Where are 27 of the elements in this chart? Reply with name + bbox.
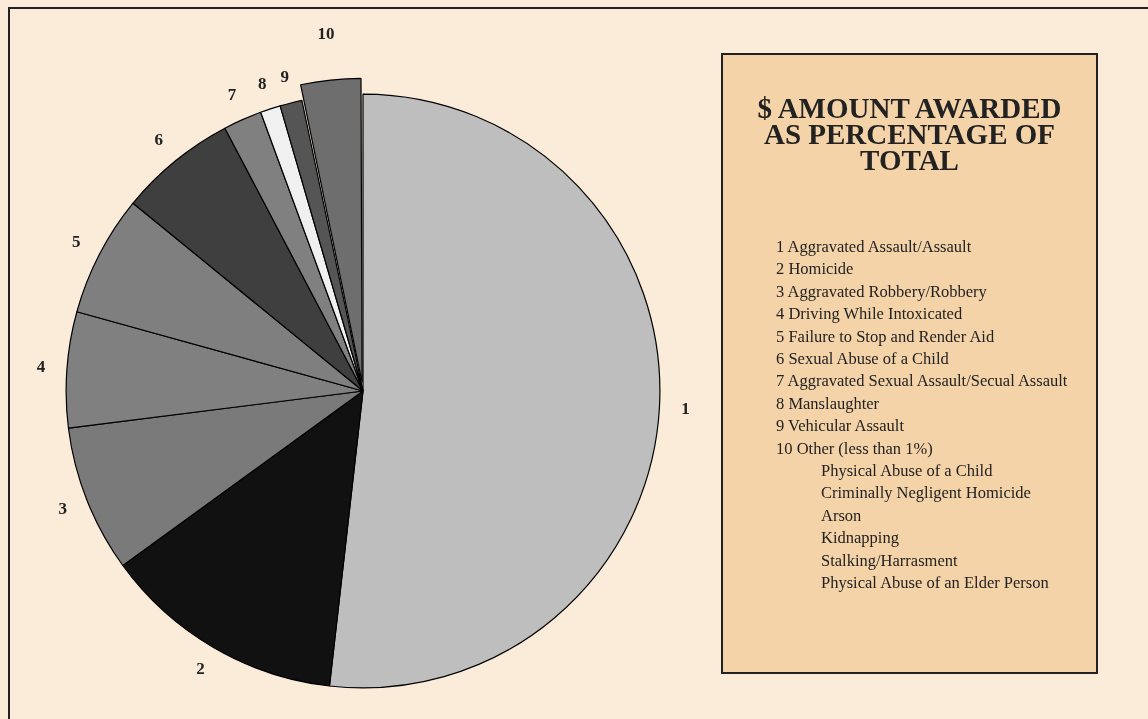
text: 3 Aggravated Robbery/Robbery [776, 280, 988, 303]
text: 8 Manslaughter [776, 392, 881, 415]
slice-label: 7 [227, 85, 237, 105]
text: Physical Abuse of a Child [820, 460, 994, 483]
text: 10 Other (less than 1%) [776, 437, 934, 460]
slice-label: 1 [681, 398, 690, 418]
text: 9 Vehicular Assault [776, 415, 905, 438]
text: 2 Homicide [776, 258, 855, 281]
text: Stalking/Harrasment [820, 549, 959, 572]
text: Criminally Negligent Homicide [820, 482, 1032, 505]
text: 6 Sexual Abuse of a Child [776, 348, 950, 371]
slice-label: 10 [317, 24, 335, 44]
text: Kidnapping [820, 527, 900, 550]
text: 5 Failure to Stop and Render Aid [776, 325, 996, 348]
text: 4 Driving While Intoxicated [776, 303, 964, 326]
slice-label: 4 [36, 357, 46, 377]
text: Arson [820, 504, 863, 527]
slice-label: 2 [196, 659, 205, 679]
slice-label: 9 [280, 67, 289, 87]
text: $ AMOUNT AWARDED AS PERCENTAGE OF TOTAL [756, 92, 1063, 176]
slice-label: 6 [154, 130, 163, 150]
slice-label: 8 [258, 73, 267, 93]
text: 1 Aggravated Assault/Assault [776, 236, 973, 258]
slice-label: 5 [71, 231, 81, 251]
slice-label: 3 [58, 499, 68, 519]
text: 7 Aggravated Sexual Assault/Secual Assault [776, 370, 1069, 393]
text: Physical Abuse of an Elder Person [820, 572, 1050, 595]
